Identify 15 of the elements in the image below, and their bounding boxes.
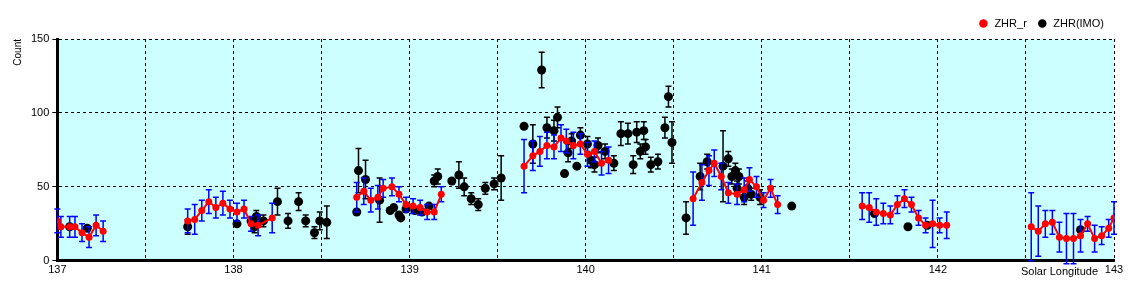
x-tick-label: 139 (400, 263, 419, 276)
x-tick-label: 141 (752, 263, 771, 276)
y-tick-label: 150 (30, 32, 50, 45)
x-tick-label: 142 (928, 263, 948, 276)
y-tick-label: 50 (37, 179, 50, 192)
y-tick-label: 0 (43, 253, 50, 266)
legend-label: ZHR(IMO) (1053, 16, 1105, 29)
legend-label: ZHR_r (994, 16, 1028, 29)
x-tick-label: 143 (1104, 263, 1124, 276)
x-tick-label: 140 (576, 263, 595, 276)
x-axis-title: Solar Longitude (1020, 265, 1098, 278)
y-tick-label: 100 (30, 105, 50, 118)
x-tick-label: 137 (48, 263, 67, 276)
y-axis-title: Count (11, 38, 23, 66)
x-tick-label: 138 (224, 263, 243, 276)
